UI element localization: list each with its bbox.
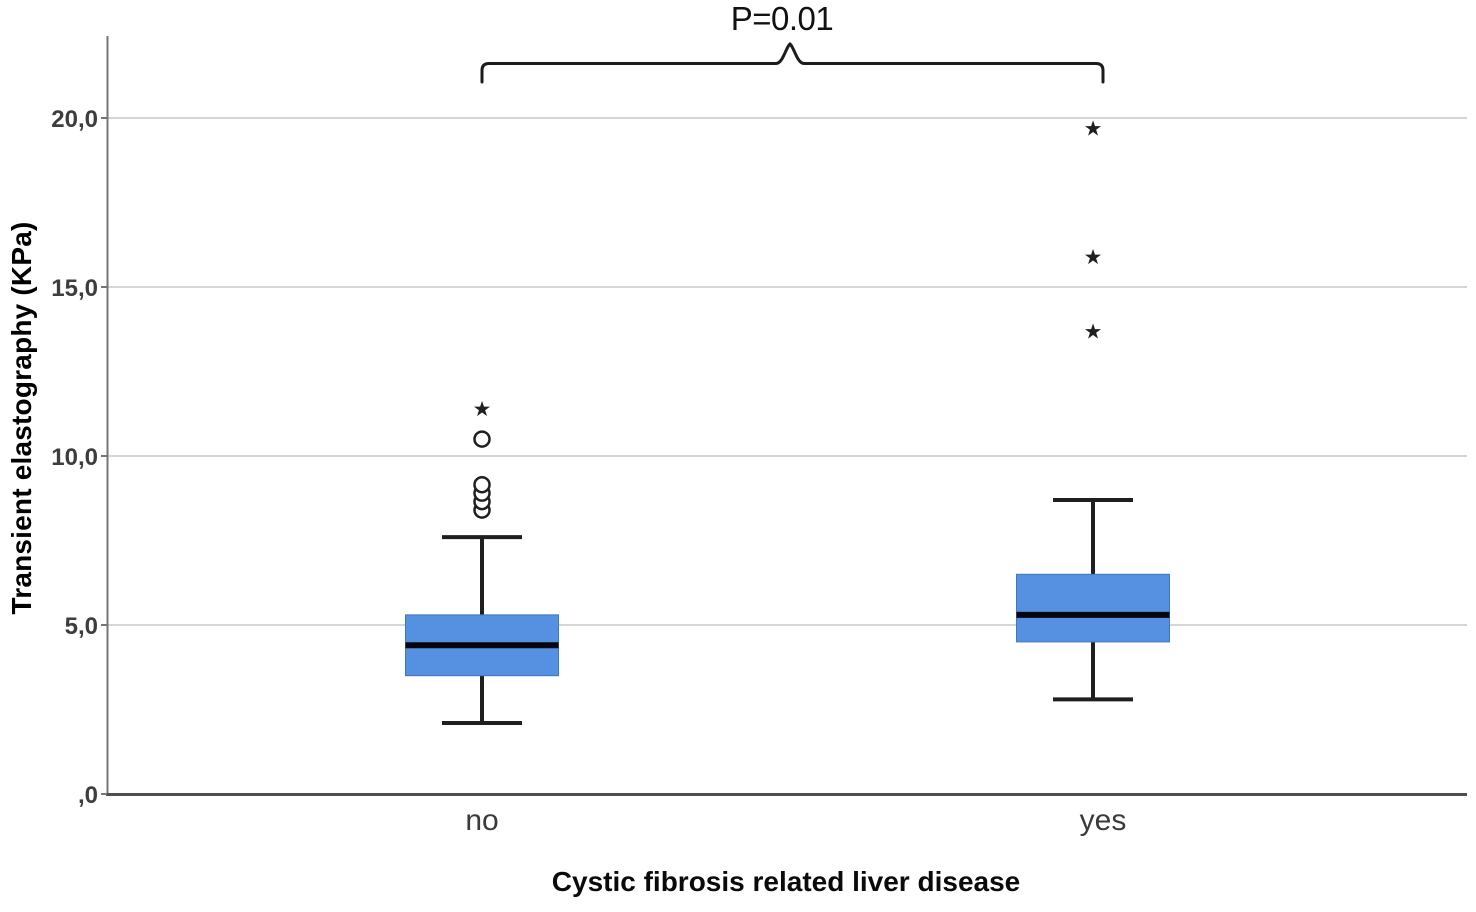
outlier-star-icon: ★ [473, 398, 492, 421]
outlier-star-icon: ★ [1084, 118, 1103, 141]
x-axis-title: Cystic fibrosis related liver disease [551, 866, 1021, 897]
x-category-label: yes [1080, 804, 1127, 837]
y-tick-label: 15,0 [51, 275, 98, 302]
outlier-star-icon: ★ [1084, 320, 1103, 343]
iqr-box-yes [1016, 573, 1170, 643]
outlier-circle-icon [473, 475, 491, 494]
y-axis-title: Transient elastography (KPa) [6, 221, 37, 615]
outlier-circle-icon [473, 430, 491, 448]
outlier-star-icon: ★ [1084, 246, 1103, 269]
x-category-label: no [465, 804, 498, 837]
y-tick-label: 20,0 [51, 106, 98, 133]
y-tick-label: 10,0 [51, 444, 98, 471]
y-tick-label: ,0 [78, 782, 98, 809]
p-value-label: P=0.01 [730, 0, 834, 37]
y-tick-label: 5,0 [65, 613, 98, 640]
significance-bracket [480, 42, 1105, 84]
